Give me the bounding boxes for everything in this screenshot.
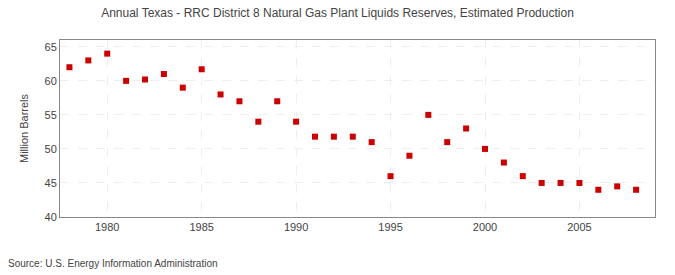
- svg-text:1990: 1990: [284, 221, 308, 233]
- svg-text:2005: 2005: [567, 221, 591, 233]
- svg-text:60: 60: [45, 75, 57, 87]
- svg-text:40: 40: [45, 211, 57, 223]
- svg-text:55: 55: [45, 109, 57, 121]
- svg-text:2000: 2000: [473, 221, 497, 233]
- svg-text:1985: 1985: [189, 221, 213, 233]
- svg-text:Annual Texas - RRC District 8: Annual Texas - RRC District 8 Natural Ga…: [101, 6, 574, 20]
- svg-text:45: 45: [45, 177, 57, 189]
- svg-text:50: 50: [45, 143, 57, 155]
- svg-text:Source: U.S. Energy Informatio: Source: U.S. Energy Information Administ…: [8, 258, 218, 269]
- svg-text:1995: 1995: [378, 221, 402, 233]
- svg-text:1980: 1980: [95, 221, 119, 233]
- svg-text:Million Barrels: Million Barrels: [18, 93, 30, 163]
- svg-text:65: 65: [45, 41, 57, 53]
